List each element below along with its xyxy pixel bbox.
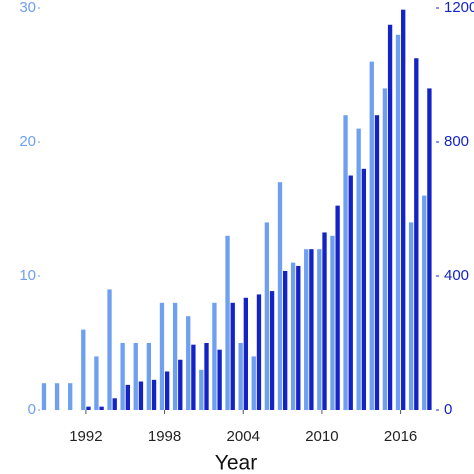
bar <box>54 383 60 410</box>
bar <box>138 381 144 410</box>
bar <box>172 302 178 410</box>
bar <box>68 383 73 410</box>
bar <box>309 249 314 410</box>
y2-tick-label: 0 <box>444 401 452 418</box>
bar <box>322 232 327 410</box>
bar <box>330 235 335 410</box>
bar <box>146 343 152 410</box>
x-tick-label: 2010 <box>305 428 338 445</box>
bar <box>382 88 388 411</box>
bar <box>81 329 86 410</box>
bar <box>204 343 209 410</box>
bar <box>199 369 204 410</box>
bar <box>159 302 165 410</box>
bar <box>361 168 367 410</box>
bar <box>408 222 414 410</box>
y2-tick-label: 1200 <box>444 0 474 16</box>
bar <box>251 356 256 410</box>
bar <box>217 349 222 410</box>
bar <box>86 406 91 410</box>
y2-tick-label: 800 <box>444 133 469 150</box>
bar <box>283 270 288 410</box>
bar <box>112 398 117 410</box>
bar <box>212 302 217 410</box>
bar <box>387 24 393 410</box>
bar <box>238 343 243 410</box>
bar <box>304 249 309 410</box>
bar <box>317 249 322 410</box>
bar <box>151 379 157 410</box>
bar <box>225 235 230 410</box>
bar <box>290 262 296 410</box>
bar <box>125 384 130 410</box>
x-tick-label: 2016 <box>384 428 417 445</box>
bar <box>269 291 275 410</box>
bar <box>191 344 196 410</box>
bar <box>186 316 191 410</box>
bar <box>343 115 348 410</box>
bar <box>427 88 432 411</box>
bar <box>277 182 283 410</box>
y-tick-label: 0 <box>28 401 36 418</box>
y-tick-label: 10 <box>19 267 36 284</box>
bar <box>264 222 270 410</box>
bar <box>165 371 170 410</box>
x-tick-label: 1992 <box>69 428 102 445</box>
x-axis-label: Year <box>215 452 257 474</box>
y2-tick-label: 400 <box>444 267 469 284</box>
bar <box>374 115 380 410</box>
bar <box>120 343 125 410</box>
bar <box>348 175 353 410</box>
bar <box>99 406 104 410</box>
x-tick-label: 1998 <box>148 428 181 445</box>
bar <box>41 383 47 410</box>
bar <box>107 289 112 410</box>
bar <box>296 265 301 410</box>
bar <box>356 128 361 410</box>
y-tick-label: 20 <box>19 133 36 150</box>
bar <box>133 343 138 410</box>
x-tick-label: 2004 <box>227 428 260 445</box>
bar <box>335 205 340 410</box>
bar <box>414 58 419 410</box>
bar <box>230 302 235 410</box>
bar <box>401 9 406 411</box>
bar <box>422 195 427 410</box>
bar <box>243 297 249 410</box>
bar <box>94 356 99 410</box>
y-tick-label: 30 <box>19 0 36 16</box>
bar <box>178 359 183 410</box>
bar <box>369 61 374 410</box>
bar <box>395 34 401 411</box>
bar <box>256 294 262 410</box>
